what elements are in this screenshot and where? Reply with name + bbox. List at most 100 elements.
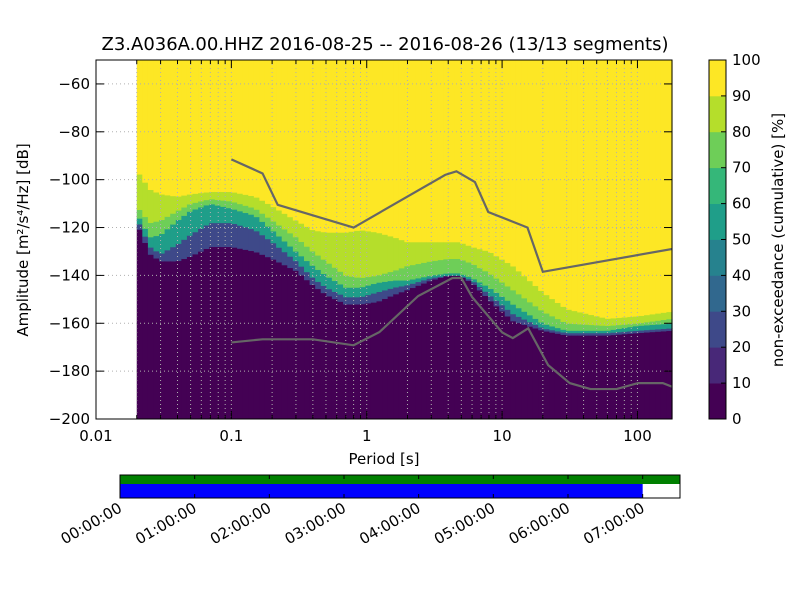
heatmap-cell xyxy=(159,253,166,262)
heatmap-cell xyxy=(515,293,523,309)
heatmap-cell xyxy=(220,60,227,193)
heatmap-cell xyxy=(616,331,623,335)
heatmap-cell xyxy=(393,237,400,271)
x-tick-label: 0.1 xyxy=(219,427,243,445)
heatmap-cell xyxy=(147,189,155,223)
x-tick-label: 10 xyxy=(493,427,512,445)
heatmap-cell xyxy=(298,223,305,242)
heatmap-cell xyxy=(499,311,506,420)
heatmap-cell xyxy=(253,209,261,218)
heatmap-cell xyxy=(354,296,361,305)
heatmap-cell xyxy=(504,286,511,301)
x-tick-label: 0.01 xyxy=(79,427,112,445)
heatmap-cell xyxy=(181,60,188,196)
y-tick-label: −80 xyxy=(58,123,90,141)
heatmap-cell xyxy=(287,216,294,234)
colorbar-segment xyxy=(709,347,726,384)
heatmap-cell xyxy=(532,328,539,420)
heatmap-cell xyxy=(398,291,405,420)
heatmap-cell xyxy=(315,255,322,270)
heatmap-cell xyxy=(655,313,662,321)
heatmap-cell xyxy=(309,277,316,285)
heatmap-cell xyxy=(220,200,227,207)
heatmap-cell xyxy=(170,60,177,197)
heatmap-cell xyxy=(192,209,199,233)
heatmap-cell xyxy=(237,225,244,249)
heatmap-cell xyxy=(549,298,556,317)
heatmap-cell xyxy=(426,261,433,277)
heatmap-cell xyxy=(242,227,249,250)
timeline-tick-label: 02:00:00 xyxy=(207,499,274,548)
heatmap-cell xyxy=(159,261,166,420)
heatmap-cell xyxy=(488,296,495,302)
colorbar-tick-label: 0 xyxy=(732,410,742,428)
heatmap-cell xyxy=(599,325,606,331)
heatmap-cell xyxy=(543,331,550,420)
heatmap-cell xyxy=(398,60,405,241)
heatmap-cell xyxy=(192,253,199,420)
heatmap-cell xyxy=(588,314,595,326)
heatmap-cell xyxy=(370,231,378,277)
heatmap-cell xyxy=(348,60,355,232)
heatmap-cell xyxy=(264,226,272,240)
heatmap-cell xyxy=(309,265,316,278)
heatmap-cell xyxy=(281,213,288,230)
heatmap-cell xyxy=(571,60,578,312)
heatmap-cell xyxy=(326,263,333,278)
heatmap-cell xyxy=(142,182,149,218)
heatmap-cell xyxy=(159,194,166,221)
heatmap-cell xyxy=(248,228,255,252)
heatmap-cell xyxy=(253,252,261,420)
heatmap-cell xyxy=(510,304,517,315)
heatmap-cell xyxy=(649,60,656,315)
heatmap-cell xyxy=(409,241,417,266)
heatmap-cell xyxy=(209,191,216,200)
heatmap-cell xyxy=(276,225,283,237)
heatmap-cell xyxy=(354,60,361,231)
heatmap-cell xyxy=(521,297,528,312)
heatmap-cell xyxy=(164,194,171,217)
heatmap-cell xyxy=(437,60,445,243)
heatmap-cell xyxy=(142,236,149,243)
heatmap-cell xyxy=(421,280,428,284)
heatmap-cell xyxy=(354,230,361,278)
heatmap-cell xyxy=(638,315,645,324)
heatmap-cell xyxy=(454,258,461,274)
heatmap-cell xyxy=(409,283,417,289)
heatmap-cell xyxy=(415,241,422,265)
heatmap-cell xyxy=(365,231,372,278)
heatmap-cell xyxy=(142,228,149,237)
heatmap-cell xyxy=(147,60,155,191)
heatmap-cell xyxy=(225,207,233,224)
heatmap-cell xyxy=(242,194,249,206)
heatmap-cell xyxy=(476,290,484,420)
heatmap-cell xyxy=(644,321,651,326)
heatmap-cell xyxy=(471,247,478,265)
heatmap-cell xyxy=(504,300,511,310)
heatmap-cell xyxy=(437,259,445,275)
heatmap-cell xyxy=(454,275,461,420)
heatmap-cell xyxy=(510,266,517,291)
heatmap-cell xyxy=(320,285,327,294)
heatmap-cell xyxy=(476,60,484,250)
heatmap-cell xyxy=(214,191,221,201)
colorbar-segment xyxy=(709,60,726,97)
y-tick-label: −160 xyxy=(49,314,90,332)
heatmap-cell xyxy=(404,285,411,291)
heatmap-cell xyxy=(337,232,344,272)
x-tick-label: 1 xyxy=(362,427,372,445)
heatmap-cell xyxy=(566,323,573,331)
colorbar-segment xyxy=(709,167,726,204)
heatmap-cell xyxy=(147,236,155,248)
heatmap-cell xyxy=(666,60,673,313)
heatmap-cell xyxy=(136,174,143,210)
heatmap-cell xyxy=(142,216,149,229)
heatmap-cell xyxy=(175,210,182,220)
heatmap-cell xyxy=(443,275,450,420)
heatmap-cell xyxy=(343,275,350,288)
heatmap-cell xyxy=(404,265,411,281)
heatmap-cell xyxy=(192,193,199,203)
heatmap-cell xyxy=(499,282,506,297)
heatmap-cell xyxy=(448,273,456,276)
